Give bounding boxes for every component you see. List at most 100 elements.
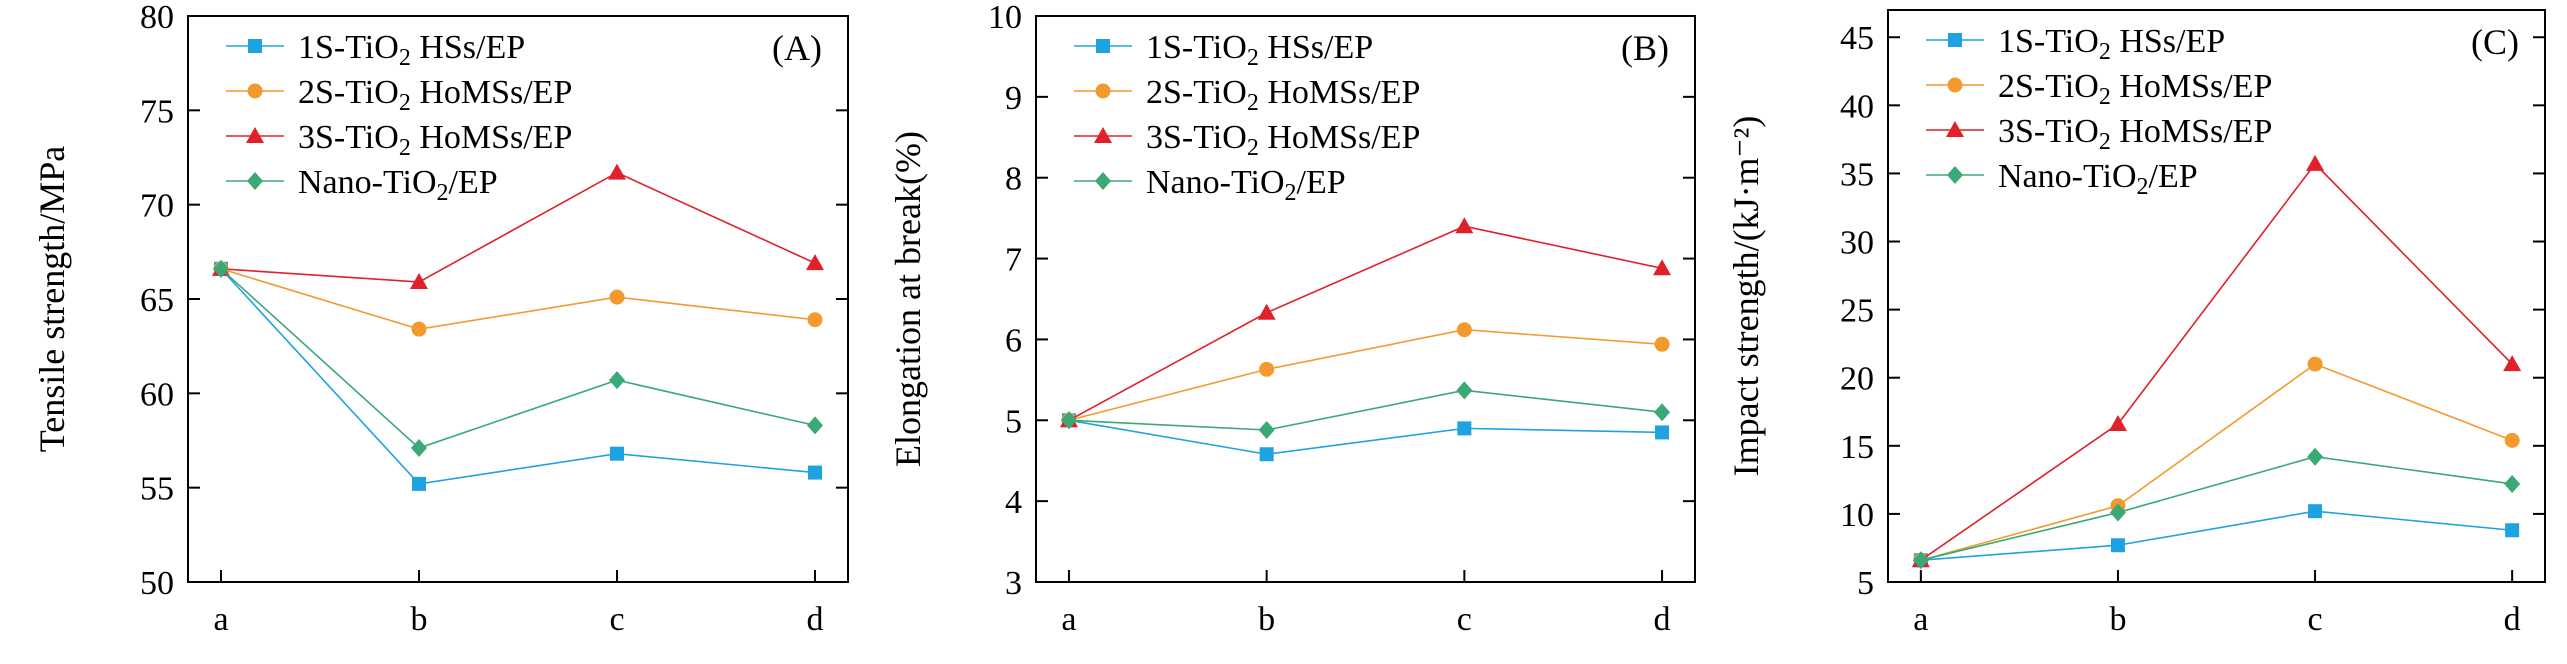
plot-frame <box>1887 9 2546 583</box>
x-tick-label: c <box>2308 601 2323 638</box>
legend-entry-label: 3S-TiO2 HoMSs/EP <box>298 119 572 161</box>
data-point-marker <box>2307 356 2323 372</box>
data-point-marker <box>2505 523 2520 538</box>
panel-label: (B) <box>1621 28 1669 68</box>
legend-entry-label: 2S-TiO2 HoMSs/EP <box>1998 68 2272 110</box>
series-line-4 <box>1068 389 1663 431</box>
y-tick-label: 70 <box>140 188 174 225</box>
data-point-marker <box>213 259 229 278</box>
legend-entry-label: 2S-TiO2 HoMSs/EP <box>298 74 572 116</box>
data-point-marker <box>1655 425 1670 440</box>
legend-entry-label: 3S-TiO2 HoMSs/EP <box>1998 113 2272 155</box>
data-point-marker <box>807 312 823 328</box>
series-line-2 <box>220 268 816 331</box>
data-point-marker <box>807 416 823 435</box>
series-line-4 <box>1920 455 2513 561</box>
y-tick-label: 30 <box>1840 225 1874 262</box>
legend-marker <box>1948 33 1962 47</box>
y-tick-label: 65 <box>140 282 174 319</box>
data-point-marker <box>1060 411 1077 430</box>
y-tick-label: 45 <box>1840 20 1874 57</box>
legend-entry-label: 1S-TiO2 HSs/EP <box>1146 29 1373 71</box>
y-tick-label: 75 <box>140 93 174 130</box>
legend-marker <box>1095 83 1111 99</box>
data-point-marker <box>410 273 428 290</box>
x-tick-label: a <box>1061 601 1076 638</box>
panel-label: (A) <box>772 28 822 68</box>
data-point-marker <box>411 439 427 458</box>
data-point-marker <box>2504 474 2521 493</box>
x-tick-label: c <box>609 601 624 638</box>
data-point-marker <box>2503 355 2522 372</box>
data-point-marker <box>1455 217 1474 234</box>
data-point-marker <box>1259 361 1275 377</box>
series-line-1 <box>220 268 816 485</box>
legend-marker <box>1096 39 1110 53</box>
series-line-2 <box>1068 328 1663 422</box>
y-tick-label: 60 <box>140 376 174 413</box>
series-line-3 <box>1068 225 1663 421</box>
legend-marker <box>247 83 263 99</box>
y-tick-label: 20 <box>1840 361 1874 398</box>
data-point-marker <box>2308 504 2323 519</box>
x-tick-label: c <box>1457 601 1472 638</box>
data-point-marker <box>609 371 625 390</box>
y-tick-label: 25 <box>1840 293 1874 330</box>
data-point-marker <box>1654 403 1671 422</box>
series-line-1 <box>1068 419 1663 456</box>
x-tick-label: a <box>1913 601 1928 638</box>
plot-frame <box>1035 15 1696 583</box>
legend-marker <box>247 172 263 190</box>
x-tick-label: d <box>2504 601 2521 638</box>
y-tick-label: 55 <box>140 471 174 508</box>
data-point-marker <box>1912 551 1929 570</box>
data-point-marker <box>2110 538 2125 553</box>
data-point-marker <box>2109 503 2126 522</box>
legend-marker <box>1946 121 1964 137</box>
data-point-marker <box>1653 259 1672 276</box>
chart-panel-2: 3 4 5 6 7 8 9 10 a b c d Elongation at break(%) (B) 1S… <box>888 0 1696 638</box>
data-point-marker <box>2307 447 2324 466</box>
legend-entry-label: Nano-TiO2/EP <box>1146 164 1346 206</box>
data-point-marker <box>1257 303 1276 320</box>
y-tick-label: 10 <box>988 0 1022 36</box>
y-tick-label: 40 <box>1840 88 1874 125</box>
legend-entry-label: 3S-TiO2 HoMSs/EP <box>1146 119 1420 161</box>
x-tick-label: b <box>1258 601 1275 638</box>
legend-marker <box>246 127 264 143</box>
data-point-marker <box>610 446 624 461</box>
data-point-marker <box>1457 421 1472 436</box>
y-tick-label: 9 <box>1005 80 1022 117</box>
legend-entry-label: 1S-TiO2 HSs/EP <box>1998 23 2225 65</box>
data-point-marker <box>411 321 427 337</box>
y-tick-label: 50 <box>140 565 174 602</box>
data-point-marker <box>412 476 426 491</box>
x-tick-label: b <box>2109 601 2126 638</box>
y-axis-label: Tensile strength/MPa <box>32 146 72 452</box>
chart-panel-1: 50 55 60 65 70 75 80 a b c d Tensile strength/MPa (A… <box>32 0 849 638</box>
x-tick-label: d <box>807 601 824 638</box>
series-line-1 <box>1920 510 2513 562</box>
data-point-marker <box>806 254 824 271</box>
legend-marker <box>1947 166 1963 184</box>
legend-marker <box>1095 172 1111 190</box>
data-point-marker <box>1456 381 1473 400</box>
chart-panel-3: 5 10 15 20 25 30 35 40 45 a b c d Impact strength/(kJ… <box>1726 9 2546 638</box>
y-axis-label: Impact strength/(kJ·m⁻²) <box>1726 116 1766 477</box>
data-point-marker <box>2504 432 2520 448</box>
y-tick-label: 6 <box>1005 322 1022 359</box>
legend-entry-label: Nano-TiO2/EP <box>1998 158 2198 200</box>
data-point-marker <box>808 465 822 480</box>
data-point-marker <box>1258 420 1275 439</box>
series-line-3 <box>1920 162 2513 561</box>
y-tick-label: 10 <box>1840 497 1874 534</box>
series-line-2 <box>1920 363 2513 561</box>
legend-entry-label: 2S-TiO2 HoMSs/EP <box>1146 74 1420 116</box>
series-line-3 <box>220 171 816 283</box>
data-point-marker <box>1654 336 1670 352</box>
data-point-marker <box>1259 447 1274 462</box>
y-tick-label: 4 <box>1005 484 1022 521</box>
y-tick-label: 5 <box>1857 565 1874 602</box>
legend-entry-label: 1S-TiO2 HSs/EP <box>298 29 525 71</box>
y-tick-label: 8 <box>1005 161 1022 198</box>
